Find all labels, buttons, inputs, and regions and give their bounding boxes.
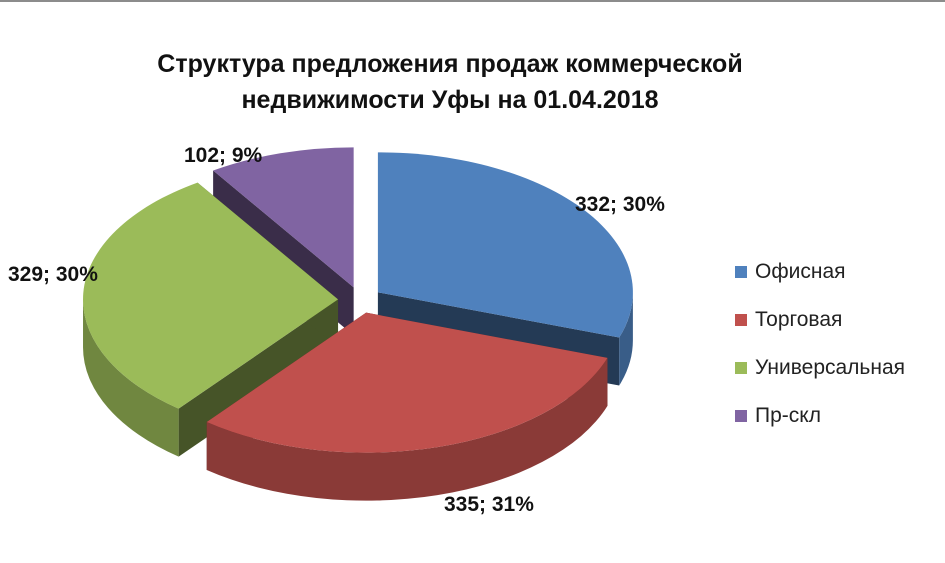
legend-item-ofisnaya[interactable]: Офисная	[735, 248, 905, 296]
data-label-torgovaya: 335; 31%	[444, 493, 534, 516]
data-label-universalnaya: 329; 30%	[8, 263, 98, 286]
legend-item-universalnaya[interactable]: Универсальная	[735, 344, 905, 392]
legend-label: Пр-скл	[755, 404, 821, 427]
data-label-ofisnaya: 332; 30%	[575, 193, 665, 216]
chart-title: Структура предложения продаж коммерческо…	[0, 46, 900, 118]
data-label-pr-skl: 102; 9%	[184, 144, 263, 167]
pie-slice-universalnaya[interactable]	[83, 182, 339, 409]
legend-swatch	[735, 410, 747, 422]
chart-title-line-2: недвижимости Уфы на 01.04.2018	[241, 86, 659, 114]
legend-item-torgovaya[interactable]: Торговая	[735, 296, 905, 344]
legend-swatch	[735, 266, 747, 278]
frame-border	[0, 0, 945, 2]
pie-slice-ofisnaya[interactable]	[377, 152, 633, 338]
chart-title-line-1: Структура предложения продаж коммерческо…	[157, 50, 743, 78]
pie-slice-wall	[206, 357, 608, 501]
pie-slice-torgovaya[interactable]	[206, 312, 608, 453]
pie-tops	[83, 147, 633, 453]
legend-item-pr-skl[interactable]: Пр-скл	[735, 392, 905, 440]
legend-swatch	[735, 362, 747, 374]
pie-slice-pr-skl[interactable]	[213, 147, 354, 288]
legend-label: Универсальная	[755, 356, 906, 379]
legend-label: Торговая	[755, 308, 843, 331]
pie-slice-wall	[83, 299, 179, 457]
legend: Офисная Торговая Универсальная Пр-скл	[735, 248, 905, 440]
legend-label: Офисная	[755, 260, 846, 283]
legend-swatch	[735, 314, 747, 326]
pie-slice-wall	[619, 292, 633, 386]
